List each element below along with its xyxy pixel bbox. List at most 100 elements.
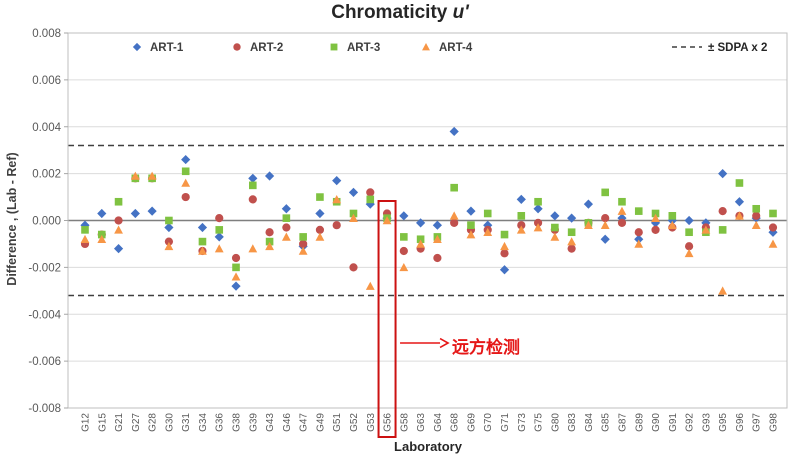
data-point-art-4-g30 <box>164 241 174 251</box>
data-point-art-1-g75 <box>533 204 543 214</box>
data-point-art-4-g83 <box>567 237 577 246</box>
data-point-art-4-g80 <box>550 232 560 241</box>
chart-title: Chromaticity u' <box>0 2 800 24</box>
data-point-art-4-g87 <box>617 206 627 215</box>
data-point-art-4-g68 <box>449 211 459 220</box>
data-point-art-2-g98 <box>768 223 778 232</box>
x-tick-label: G89 <box>634 413 645 432</box>
data-point-art-4-g34 <box>198 246 207 255</box>
y-tick-label: -0.006 <box>28 356 61 368</box>
data-point-art-4-g92 <box>684 248 694 258</box>
data-point-art-3-g90 <box>651 209 660 218</box>
x-tick-label: G64 <box>433 413 444 432</box>
data-point-art-2-g53 <box>366 188 375 197</box>
legend-marker-art-1 <box>132 42 142 52</box>
data-point-art-3-g87 <box>618 197 626 206</box>
x-tick-label: G31 <box>181 413 192 432</box>
data-point-art-1-g43 <box>264 171 275 181</box>
data-point-art-1-g92 <box>684 215 694 226</box>
data-point-art-2-g71 <box>500 249 509 258</box>
data-point-art-3-g30 <box>165 216 173 225</box>
data-point-art-2-g89 <box>634 228 643 237</box>
data-point-art-4-g47 <box>298 246 308 255</box>
data-point-art-4-g97 <box>751 220 761 229</box>
data-point-art-4-g91 <box>667 220 677 229</box>
data-point-art-1-g12 <box>80 220 90 230</box>
data-point-art-4-g90 <box>651 213 660 222</box>
data-point-art-4-g27 <box>130 171 140 180</box>
x-tick-label: G34 <box>198 413 209 432</box>
data-point-art-4-g36 <box>214 244 224 253</box>
data-point-art-2-g95 <box>718 207 727 216</box>
y-tick-label: 0.000 <box>32 216 61 228</box>
y-tick-label: -0.004 <box>28 309 61 321</box>
data-point-art-3-g38 <box>232 263 240 272</box>
data-point-art-1-g68 <box>449 126 459 137</box>
data-point-art-3-g58 <box>400 233 408 241</box>
data-point-art-1-g71 <box>499 265 510 275</box>
data-point-art-4-g63 <box>416 239 426 248</box>
data-point-art-4-g12 <box>80 234 90 244</box>
data-point-art-2-g73 <box>517 221 526 230</box>
data-point-art-3-g12 <box>81 226 89 234</box>
x-tick-label: G95 <box>718 413 729 432</box>
data-point-art-1-g38 <box>231 281 241 291</box>
data-point-art-1-g15 <box>97 208 107 219</box>
x-tick-label: G28 <box>148 413 159 432</box>
data-point-art-4-g46 <box>281 232 291 241</box>
x-tick-label: G39 <box>248 413 259 432</box>
data-point-art-3-g95 <box>718 226 727 234</box>
x-tick-label: G69 <box>466 413 477 432</box>
data-point-art-2-g68 <box>450 218 459 227</box>
x-tick-label: G43 <box>265 413 276 432</box>
y-tick-label: -0.008 <box>28 403 61 415</box>
data-point-art-2-g52 <box>349 263 358 272</box>
data-point-art-4-g52 <box>349 213 358 222</box>
data-point-art-3-g98 <box>769 209 777 218</box>
data-point-art-1-g34 <box>197 222 208 233</box>
data-point-art-1-g95 <box>718 169 728 179</box>
legend-marker-art-4 <box>422 43 430 51</box>
y-tick-label: 0.006 <box>32 75 61 87</box>
data-point-art-4-g58 <box>399 262 409 272</box>
x-tick-label: G12 <box>81 413 92 432</box>
data-point-art-4-g28 <box>147 171 157 180</box>
data-point-art-1-g52 <box>348 187 359 197</box>
data-point-art-4-g53 <box>365 281 375 290</box>
data-point-art-3-g34 <box>198 237 207 246</box>
data-point-art-3-g97 <box>752 204 761 213</box>
data-point-art-4-g49 <box>315 232 325 241</box>
y-axis-title: Difference , (Lab - Ref) <box>5 152 19 286</box>
x-tick-label: G58 <box>399 413 410 432</box>
outlier-highlight-box <box>377 200 397 438</box>
data-point-art-4-g21 <box>114 225 123 234</box>
data-point-art-3-g85 <box>601 188 609 197</box>
annotation-arrow-head <box>439 337 450 349</box>
data-point-art-3-g15 <box>97 230 106 239</box>
data-point-art-4-g84 <box>584 220 593 229</box>
data-point-art-1-g89 <box>634 234 644 244</box>
data-point-art-1-g58 <box>399 211 409 221</box>
data-point-art-2-g39 <box>248 195 257 204</box>
data-point-art-4-g73 <box>516 225 526 234</box>
x-tick-label: G49 <box>315 413 326 432</box>
data-point-art-1-g84 <box>583 199 594 209</box>
x-tick-label: G71 <box>500 413 511 432</box>
x-tick-label: G15 <box>97 413 108 432</box>
chart-title-variable: u' <box>452 2 469 23</box>
data-point-art-3-g39 <box>249 181 257 190</box>
data-point-art-2-g43 <box>265 228 274 237</box>
data-point-art-3-g36 <box>215 226 224 234</box>
data-point-art-4-g85 <box>600 220 610 229</box>
legend-marker-art-2 <box>233 43 241 51</box>
y-tick-label: -0.002 <box>28 262 61 274</box>
legend-label-art-3: ART-3 <box>347 42 380 54</box>
data-point-art-4-g56 <box>382 216 392 225</box>
data-point-art-1-g51 <box>332 176 342 186</box>
data-point-art-3-g83 <box>567 228 576 237</box>
data-point-art-1-g63 <box>416 218 426 228</box>
x-tick-label: G75 <box>534 413 545 432</box>
data-point-art-3-g91 <box>668 212 677 220</box>
x-tick-label: G83 <box>567 413 578 432</box>
